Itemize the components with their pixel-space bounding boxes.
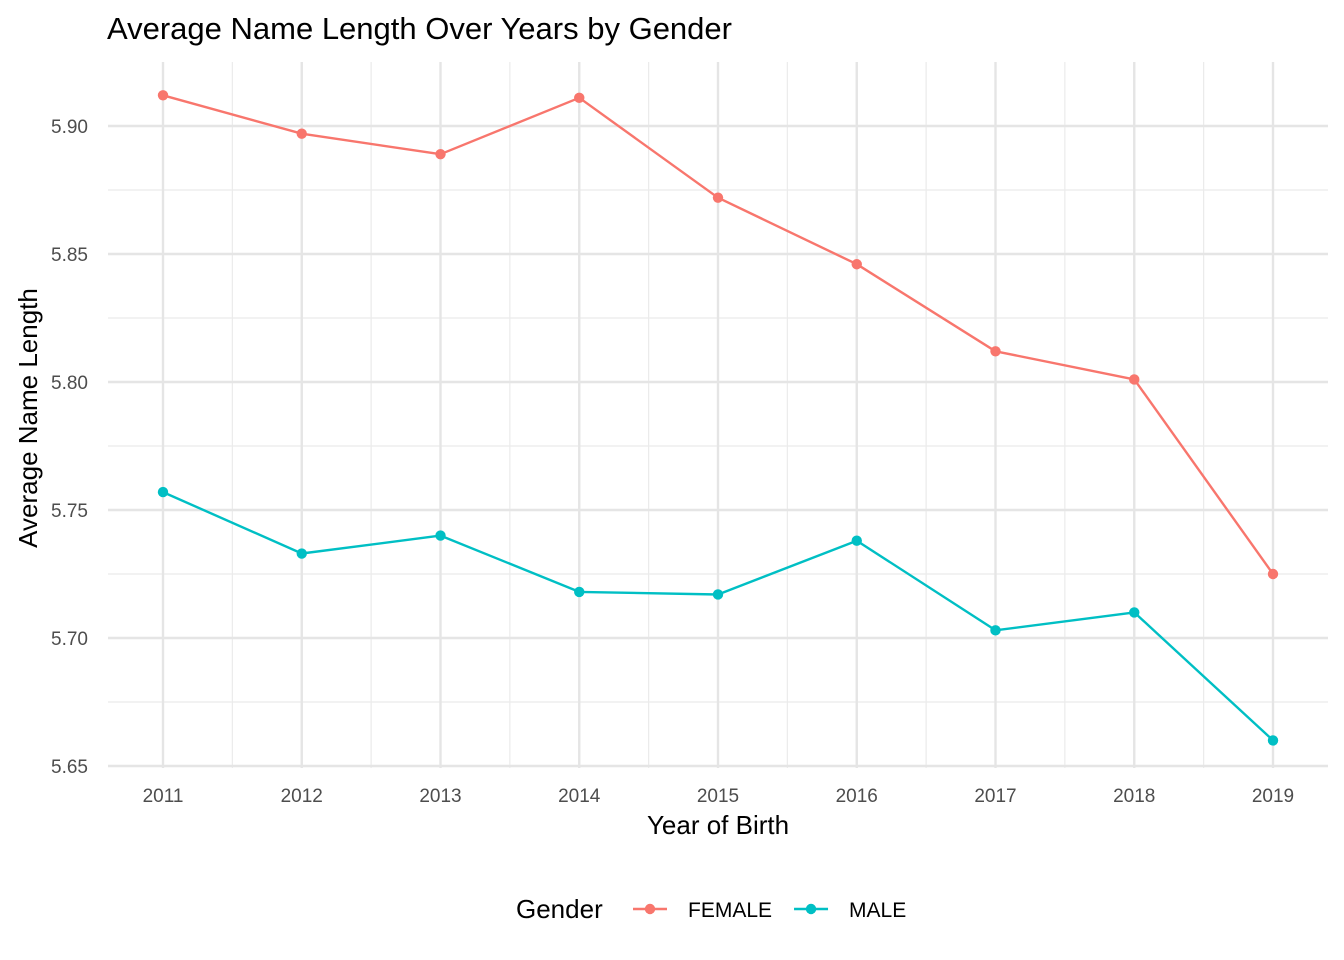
- legend: Gender FEMALE MALE: [516, 894, 906, 924]
- data-point-female: [574, 92, 585, 104]
- data-point-male: [1129, 607, 1140, 618]
- major-gridlines: [108, 62, 1328, 768]
- y-tick-label: 5.65: [51, 757, 88, 778]
- legend-item-male: MALE: [794, 899, 906, 922]
- x-tick-label: 2011: [143, 786, 184, 807]
- data-point-male: [157, 486, 169, 498]
- legend-label-male: MALE: [849, 899, 906, 922]
- x-tick-label: 2019: [1252, 786, 1294, 807]
- y-axis-title: Average Name Length: [13, 288, 43, 548]
- data-point-female: [712, 192, 724, 203]
- x-tick-label: 2013: [419, 786, 461, 807]
- x-tick-label: 2018: [1113, 786, 1155, 807]
- data-point-female: [1129, 374, 1140, 385]
- chart-title: Average Name Length Over Years by Gender: [107, 11, 732, 46]
- legend-key-point-female: [644, 903, 656, 915]
- data-point-male: [296, 548, 307, 559]
- data-point-male: [990, 625, 1001, 636]
- y-tick-label: 5.70: [51, 629, 88, 650]
- y-tick-label: 5.80: [51, 373, 88, 394]
- series-layer: [157, 90, 1279, 746]
- x-axis-ticks: 2011 2012 2013 2014 2015 2016 2017 2018 2019: [143, 786, 1295, 807]
- data-point-male: [574, 586, 585, 598]
- x-tick-label: 2017: [974, 786, 1016, 807]
- legend-items: FEMALE MALE: [633, 899, 906, 922]
- data-point-female: [990, 346, 1001, 357]
- x-axis-title: Year of Birth: [647, 810, 789, 840]
- y-tick-label: 5.75: [51, 501, 88, 522]
- legend-title: Gender: [516, 894, 603, 924]
- x-tick-label: 2015: [697, 786, 739, 807]
- legend-key-point-male: [805, 903, 817, 915]
- data-point-male: [435, 530, 446, 541]
- data-point-female: [1267, 568, 1279, 580]
- y-tick-label: 5.85: [51, 245, 88, 266]
- legend-item-female: FEMALE: [633, 899, 772, 922]
- data-point-male: [851, 535, 862, 546]
- legend-label-female: FEMALE: [688, 899, 772, 922]
- y-tick-label: 5.90: [51, 117, 88, 138]
- series-female: [157, 90, 1279, 580]
- data-point-female: [157, 90, 169, 101]
- data-point-male: [712, 589, 724, 600]
- y-axis-ticks: 5.65 5.70 5.75 5.80 5.85 5.90: [51, 117, 88, 778]
- x-tick-label: 2016: [836, 786, 878, 807]
- data-point-female: [296, 128, 307, 139]
- data-point-female: [851, 259, 862, 270]
- x-tick-label: 2014: [558, 786, 601, 807]
- data-point-female: [435, 148, 446, 160]
- x-tick-label: 2012: [281, 786, 323, 807]
- series-male: [157, 486, 1279, 746]
- data-point-male: [1267, 735, 1279, 746]
